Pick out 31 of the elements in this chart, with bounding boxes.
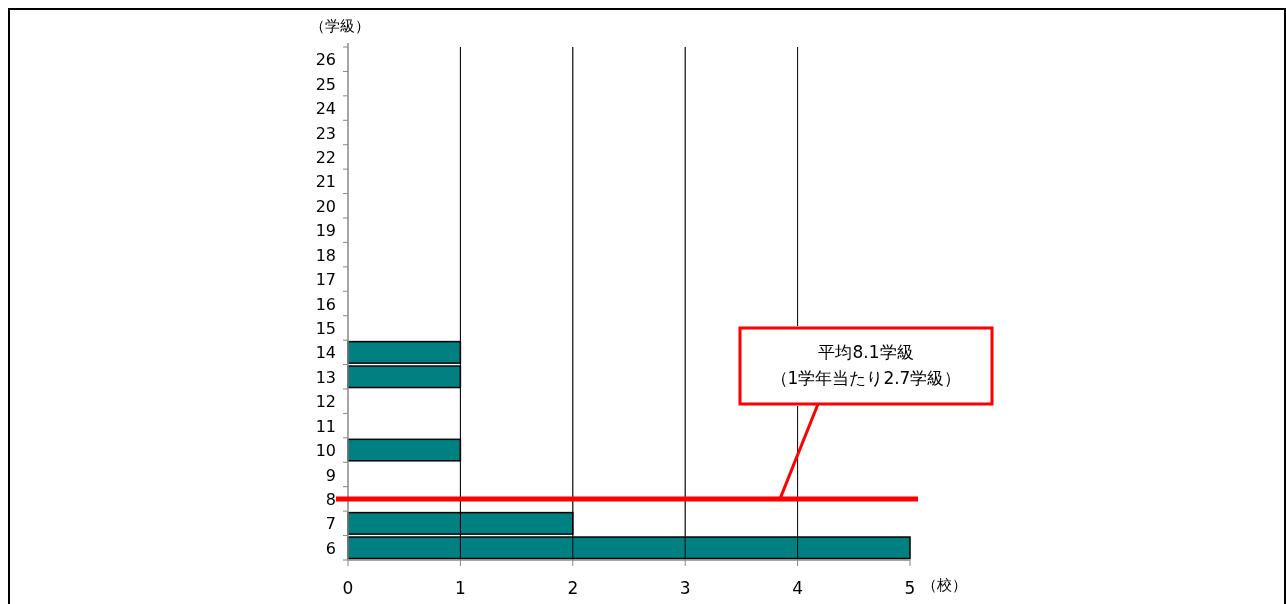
ref-line-label: 平均8.1学級（1学年当たり2.7学級） — [770, 342, 962, 388]
y-tick-label: 14 — [315, 343, 336, 363]
y-tick-label: 8 — [325, 489, 336, 509]
y-tick-label: 19 — [315, 221, 336, 241]
y-tick-label: 12 — [315, 392, 336, 412]
x-tick-label: 2 — [567, 578, 579, 598]
y-tick-label: 13 — [315, 367, 336, 387]
y-tick-label: 10 — [315, 441, 336, 461]
x-tick-label: 4 — [792, 578, 804, 598]
y-tick-label: 15 — [315, 318, 336, 338]
y-tick-label: 18 — [315, 245, 336, 265]
ref-line-label: 平均8.1学級（1学年当たり2.7学級） — [738, 326, 994, 500]
y-tick-label: 21 — [315, 172, 336, 192]
y-axis-title: （学級） — [310, 17, 370, 35]
y-tick-label: 26 — [315, 50, 336, 70]
y-tick-label: 17 — [315, 270, 336, 290]
y-tick-label: 22 — [315, 147, 336, 167]
y-tick-label: 20 — [315, 196, 336, 216]
y-tick-label: 25 — [315, 74, 336, 94]
x-tick-label: 0 — [342, 578, 354, 598]
y-tick-label: 23 — [315, 123, 336, 143]
y-tick-label: 24 — [315, 99, 336, 119]
x-axis-title: （校） — [922, 576, 967, 594]
x-tick-label: 3 — [679, 578, 691, 598]
y-tick-label: 11 — [315, 416, 336, 436]
y-tick-label: 16 — [315, 294, 336, 314]
y-tick-label: 6 — [325, 538, 336, 558]
y-tick-label: 9 — [325, 465, 336, 485]
y-tick-label: 7 — [325, 514, 336, 534]
x-tick-label: 5 — [904, 578, 916, 598]
x-tick-label: 1 — [454, 578, 466, 598]
